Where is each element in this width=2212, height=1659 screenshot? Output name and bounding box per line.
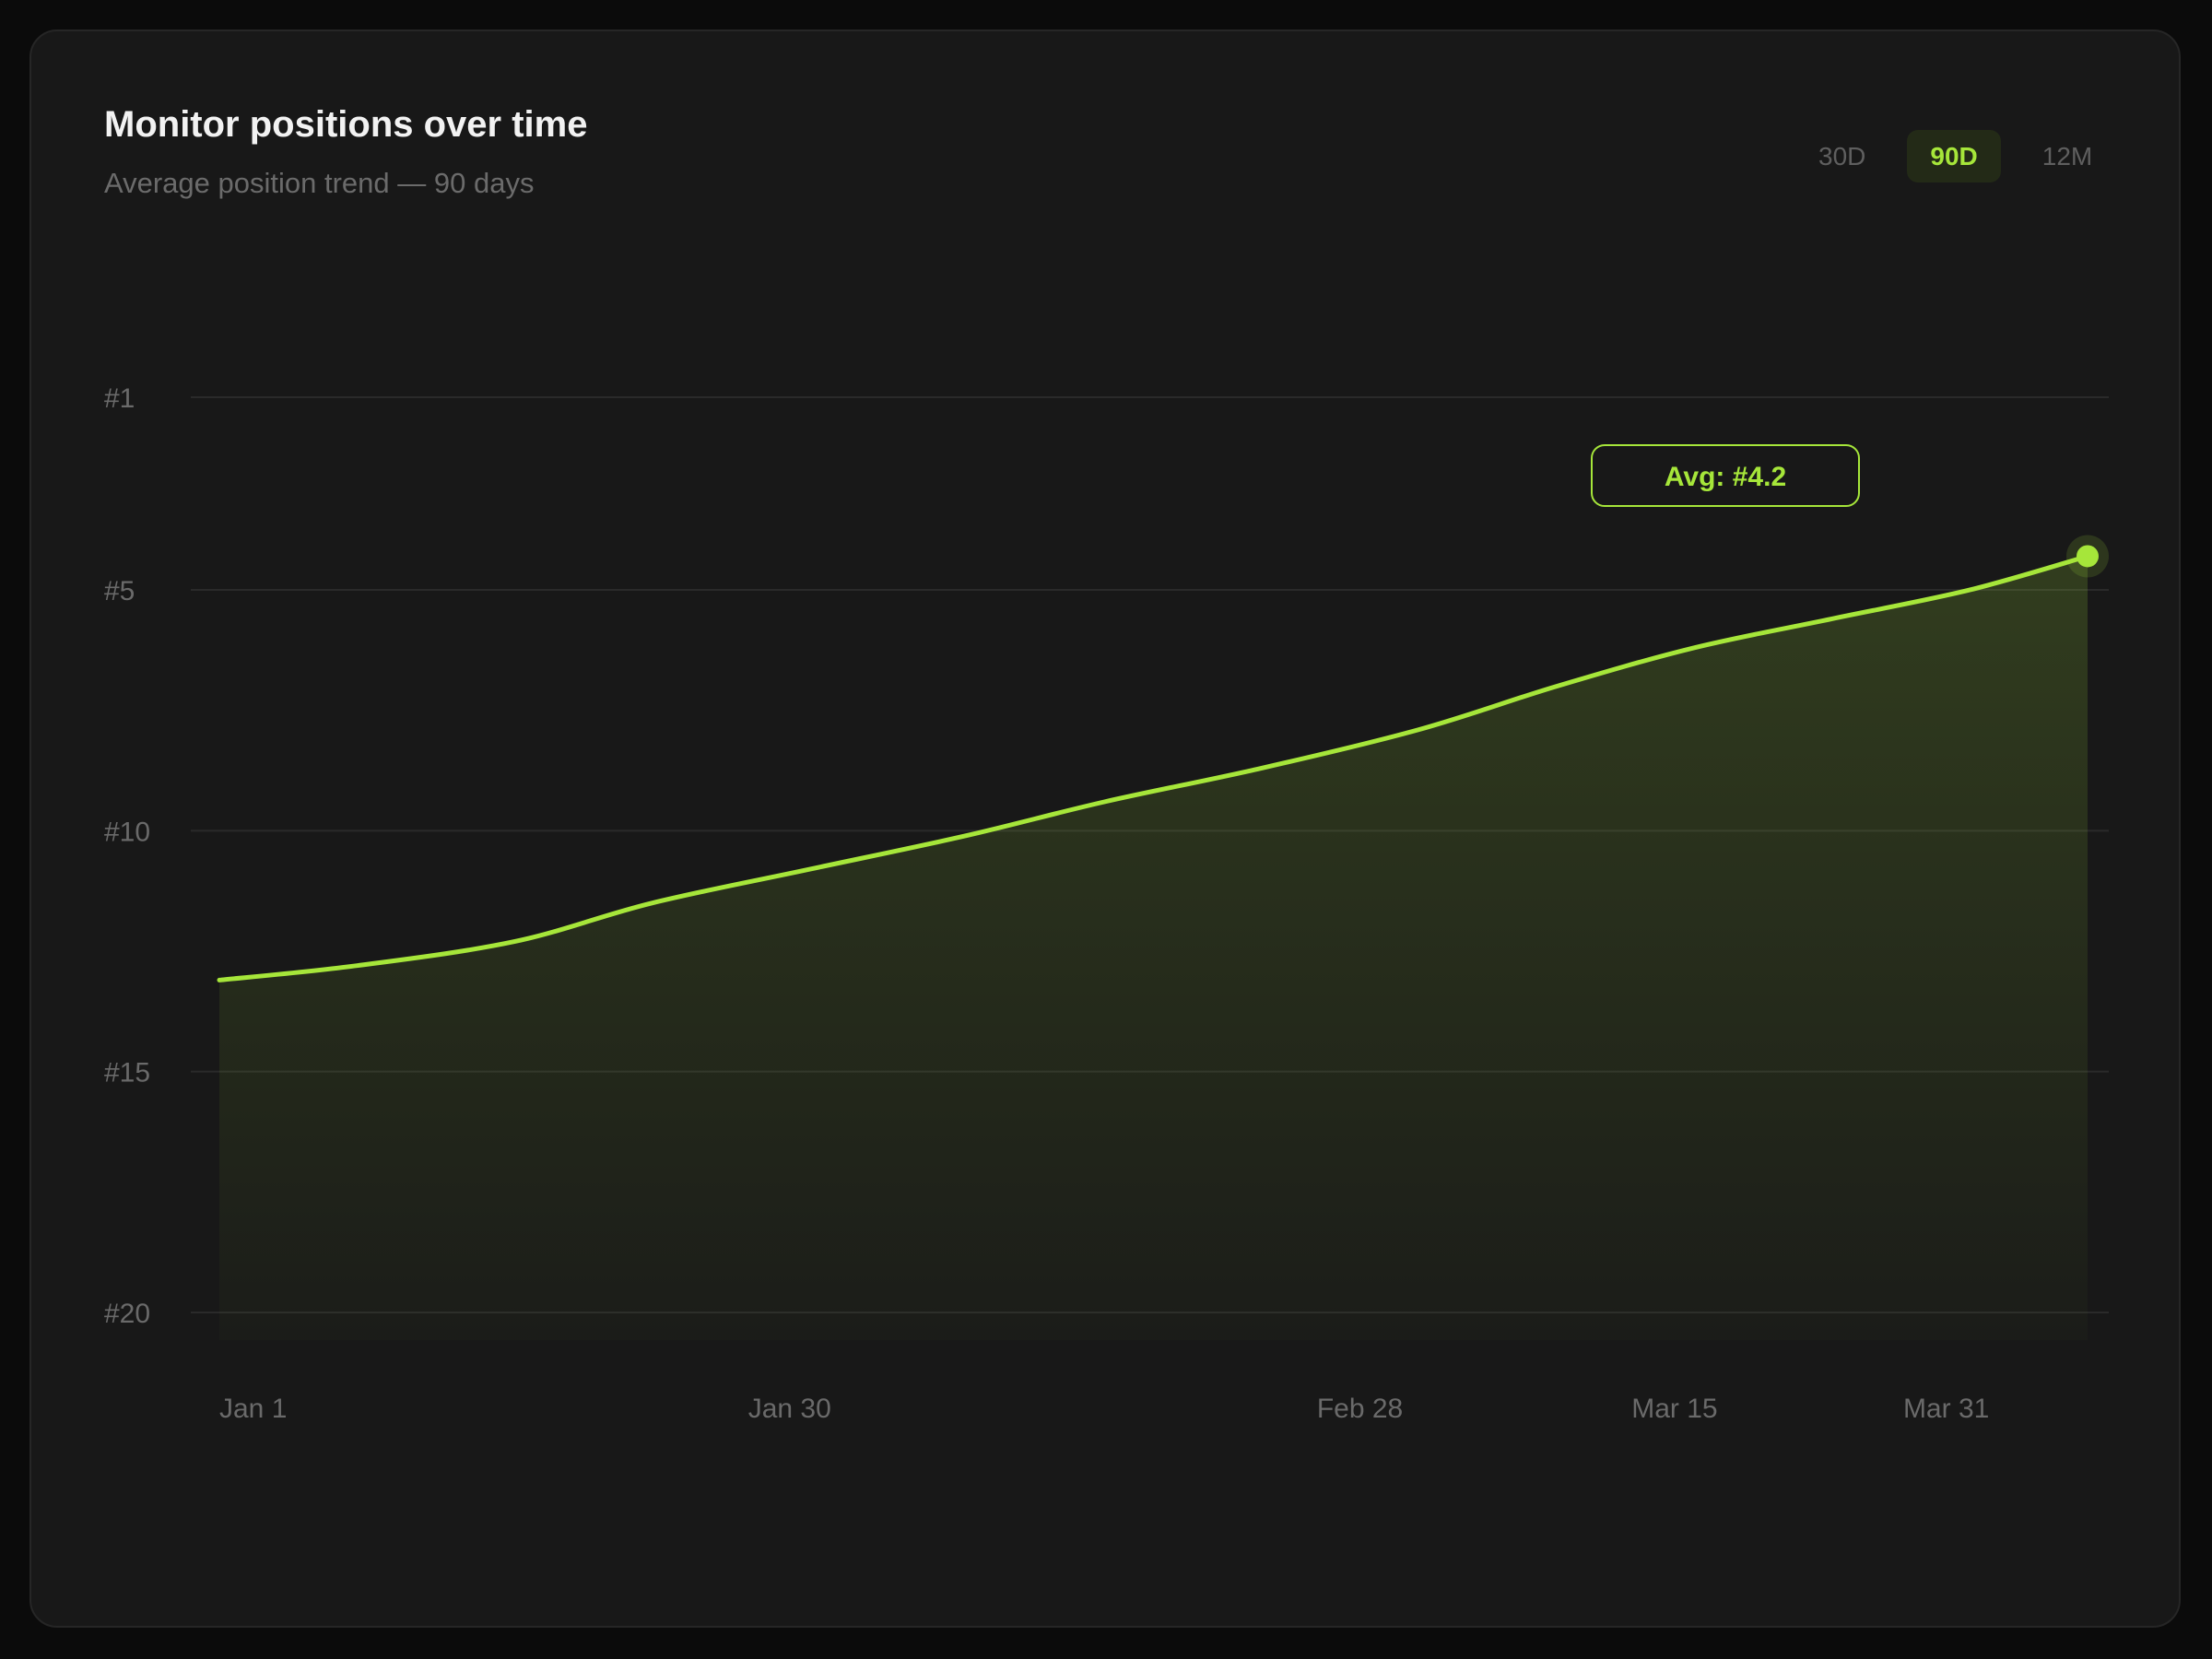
data-point bbox=[353, 962, 360, 970]
y-axis-ticks: #1 #5 #10 #15 #20 bbox=[104, 383, 150, 1329]
data-point bbox=[963, 832, 971, 840]
tab-30d[interactable]: 30D bbox=[1818, 141, 1866, 171]
data-point bbox=[511, 938, 518, 946]
tab-12m[interactable]: 12M bbox=[2041, 141, 2093, 171]
series-area bbox=[219, 556, 2088, 1340]
data-point bbox=[1100, 798, 1108, 806]
x-axis-ticks: Jan 1 Jan 30 Feb 28 Mar 15 Mar 31 bbox=[219, 1394, 1989, 1424]
y-tick-label: #5 bbox=[104, 576, 135, 606]
chart-subtitle: Average position trend — 90 days bbox=[104, 167, 535, 199]
data-point bbox=[1966, 586, 1973, 594]
data-point bbox=[1416, 726, 1423, 734]
data-point bbox=[216, 976, 223, 983]
avg-annotation-label: Avg: #4.2 bbox=[1665, 462, 1786, 492]
data-point bbox=[648, 900, 655, 907]
data-point bbox=[1829, 615, 1836, 622]
data-point bbox=[806, 865, 813, 873]
y-tick-label: #20 bbox=[104, 1299, 150, 1329]
data-point bbox=[1258, 764, 1265, 771]
y-tick-label: #1 bbox=[104, 383, 135, 414]
tab-90d[interactable]: 90D bbox=[1907, 130, 2001, 182]
series-line bbox=[217, 554, 2090, 982]
chart-title: Monitor positions over time bbox=[104, 104, 588, 145]
x-tick-label: Jan 30 bbox=[748, 1394, 831, 1424]
data-point bbox=[1553, 683, 1560, 690]
endpoint-marker bbox=[2077, 545, 2099, 568]
avg-annotation-box bbox=[1591, 444, 1860, 507]
x-tick-label: Mar 31 bbox=[1903, 1394, 1989, 1424]
annotation: Avg: #4.2 bbox=[1591, 444, 1860, 507]
series bbox=[216, 535, 2109, 1340]
data-point bbox=[1690, 644, 1698, 652]
range-tabs: 30D 90D 12M bbox=[1795, 130, 2115, 182]
x-tick-label: Feb 28 bbox=[1317, 1394, 1403, 1424]
y-tick-label: #10 bbox=[104, 817, 150, 847]
y-tick-label: #15 bbox=[104, 1058, 150, 1088]
x-tick-label: Jan 1 bbox=[219, 1394, 287, 1424]
x-tick-label: Mar 15 bbox=[1631, 1394, 1717, 1424]
